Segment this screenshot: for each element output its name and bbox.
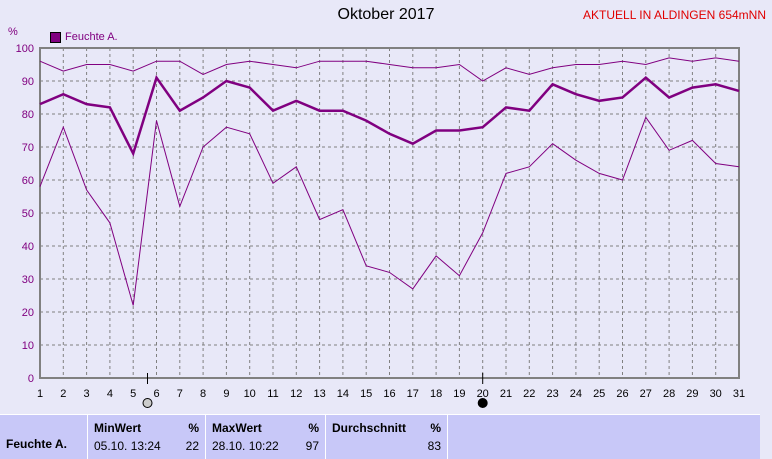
y-tick-label: 80 <box>22 109 34 121</box>
y-tick-label: 70 <box>22 142 34 154</box>
x-tick-label: 27 <box>640 388 652 400</box>
x-tick-label: 17 <box>407 388 419 400</box>
x-tick-label: 24 <box>570 388 582 400</box>
x-tick-label: 22 <box>523 388 535 400</box>
y-tick-label: 90 <box>22 76 34 88</box>
x-tick-label: 4 <box>107 388 113 400</box>
x-tick-label: 21 <box>500 388 512 400</box>
x-tick-label: 30 <box>710 388 722 400</box>
x-tick-label: 15 <box>360 388 372 400</box>
location-label: AKTUELL IN ALDINGEN 654mNN <box>583 8 766 22</box>
y-tick-label: 0 <box>28 373 34 385</box>
min-time: 05.10. 13:24 <box>94 439 161 453</box>
x-tick-label: 7 <box>177 388 183 400</box>
min-header: MinWert <box>94 421 142 435</box>
x-tick-label: 18 <box>430 388 442 400</box>
y-tick-label: 40 <box>22 241 34 253</box>
y-tick-label: 10 <box>22 340 34 352</box>
x-tick-label: 8 <box>200 388 206 400</box>
x-tick-label: 13 <box>313 388 325 400</box>
x-tick-label: 26 <box>616 388 628 400</box>
x-tick-label: 12 <box>290 388 302 400</box>
x-tick-label: 6 <box>153 388 159 400</box>
min-unit: % <box>188 421 199 435</box>
full-moon-icon <box>142 398 153 408</box>
max-cell: MaxWert % 28.10. 10:22 97 <box>206 415 326 459</box>
row-label: Feuchte A. <box>0 415 88 459</box>
y-tick-label: 60 <box>22 175 34 187</box>
x-tick-label: 28 <box>663 388 675 400</box>
max-time: 28.10. 10:22 <box>212 439 279 453</box>
y-axis-unit: % <box>8 26 18 38</box>
avg-value: 83 <box>427 439 441 453</box>
legend-swatch <box>50 31 61 43</box>
y-tick-label: 30 <box>22 274 34 286</box>
y-tick-label: 20 <box>22 307 34 319</box>
min-cell: MinWert % 05.10. 13:24 22 <box>88 415 206 459</box>
x-tick-label: 1 <box>37 388 43 400</box>
x-tick-label: 19 <box>453 388 465 400</box>
x-tick-label: 11 <box>267 388 278 400</box>
avg-header: Durchschnitt <box>332 421 407 435</box>
max-unit: % <box>308 421 319 435</box>
legend-label: Feuchte A. <box>65 31 118 43</box>
series-line-1 <box>39 74 740 157</box>
x-tick-label: 10 <box>244 388 256 400</box>
x-tick-label: 5 <box>130 388 136 400</box>
x-tick-label: 31 <box>733 388 745 400</box>
y-tick-label: 100 <box>16 43 34 55</box>
series-line-2 <box>39 116 740 306</box>
x-tick-label: 16 <box>383 388 395 400</box>
x-tick-label: 25 <box>593 388 605 400</box>
avg-unit: % <box>430 421 441 435</box>
stats-table: Feuchte A. MinWert % 05.10. 13:24 22 Max… <box>0 414 760 459</box>
chart-title: Oktober 2017 <box>337 6 435 23</box>
x-tick-label: 9 <box>223 388 229 400</box>
x-tick-label: 20 <box>477 388 489 400</box>
max-value: 97 <box>305 439 319 453</box>
new-moon-icon <box>477 398 488 408</box>
x-tick-label: 2 <box>60 388 66 400</box>
x-tick-label: 23 <box>546 388 558 400</box>
x-tick-label: 29 <box>686 388 698 400</box>
series-line-0 <box>39 57 740 82</box>
x-tick-label: 3 <box>84 388 90 400</box>
max-header: MaxWert <box>212 421 262 435</box>
avg-cell: Durchschnitt % 83 <box>326 415 448 459</box>
min-value: 22 <box>185 439 199 453</box>
y-tick-label: 50 <box>22 208 34 220</box>
x-tick-label: 14 <box>337 388 349 400</box>
plot-frame <box>39 47 740 379</box>
legend: Feuchte A. <box>50 31 118 43</box>
